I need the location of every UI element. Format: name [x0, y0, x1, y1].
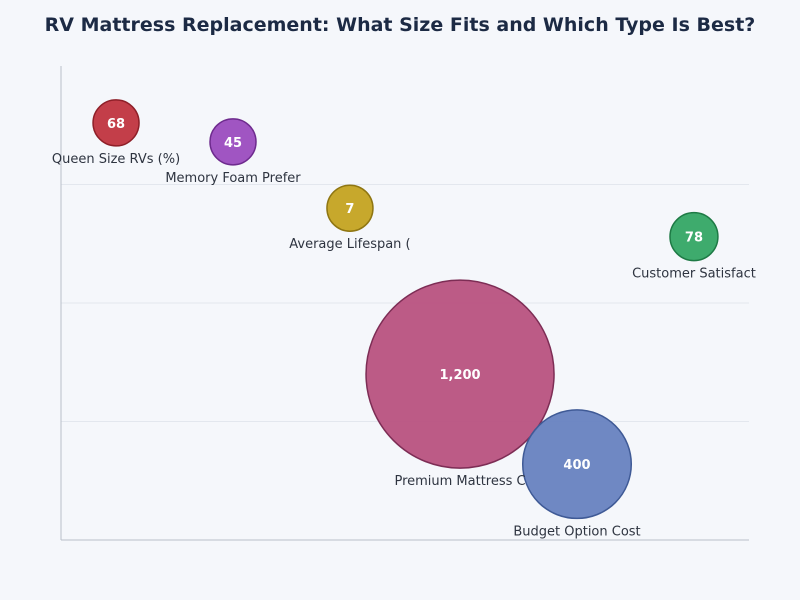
bubble-4: [669, 211, 719, 262]
bubble-group-4: 78: [669, 211, 719, 262]
bubble-label-3: Average Lifespan (: [289, 237, 410, 252]
bubble-value-3: 7: [345, 202, 354, 217]
bubble-6: [521, 409, 633, 520]
bubble-value-2: 45: [224, 136, 242, 151]
bubble-value-4: 78: [685, 231, 703, 246]
bubble-label-5: Premium Mattress C: [394, 474, 525, 489]
bubble-label-4: Customer Satisfact: [632, 267, 756, 282]
bubble-group-6: 400: [521, 409, 633, 520]
bubble-group-5: 1,200: [365, 279, 555, 469]
bubble-5: [365, 279, 555, 469]
bubble-group-1: 68: [92, 99, 140, 147]
bubble-2: [209, 118, 257, 166]
bubble-value-1: 68: [107, 117, 125, 132]
bubble-group-2: 45: [209, 118, 257, 166]
bubble-value-5: 1,200: [439, 368, 480, 383]
bubble-group-3: 7: [326, 184, 374, 232]
chart-title: RV Mattress Replacement: What Size Fits …: [44, 14, 756, 36]
bubble-label-6: Budget Option Cost: [513, 524, 640, 539]
bubble-value-6: 400: [563, 458, 590, 473]
bubble-1: [92, 99, 140, 147]
bubble-label-2: Memory Foam Prefer: [165, 171, 301, 186]
bubble-3: [326, 184, 374, 232]
bubble-label-1: Queen Size RVs (%): [52, 152, 180, 167]
